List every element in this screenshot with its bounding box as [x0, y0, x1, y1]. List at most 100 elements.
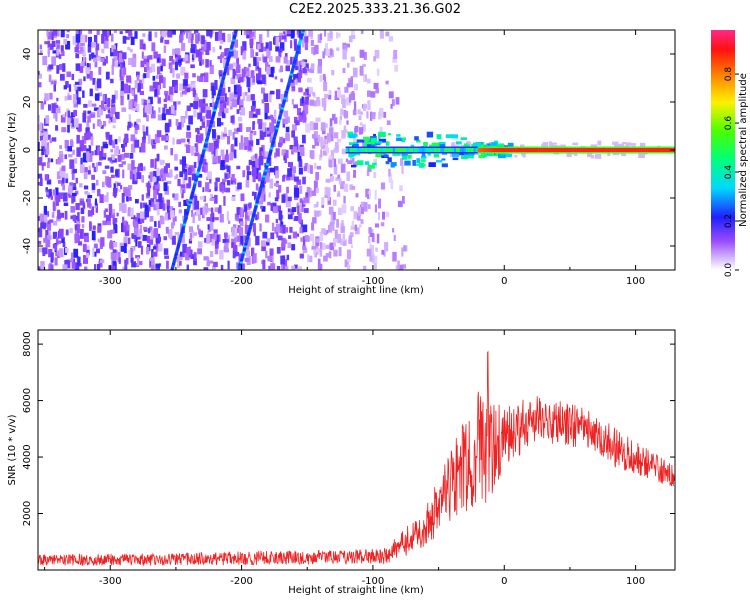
- spectrogram-streak-cell: [250, 218, 254, 222]
- spectrogram-cell: [384, 242, 389, 252]
- spectrogram-cell: [171, 59, 175, 65]
- spectrogram-cell: [76, 147, 81, 157]
- spectrogram-signal-cell: [668, 146, 671, 148]
- spectrogram-cell: [189, 232, 193, 241]
- spectrogram-cell: [375, 142, 377, 151]
- spectrogram-signal-cell: [578, 152, 581, 154]
- spectrogram-cell: [149, 226, 153, 233]
- spectrogram-cell: [401, 264, 406, 269]
- spectrogram-cell: [112, 140, 116, 149]
- spectrogram-signal-cell: [660, 152, 664, 154]
- spectrogram-cell: [115, 145, 119, 153]
- spectrogram-cell: [188, 115, 193, 125]
- spectrogram-cell: [50, 195, 53, 200]
- spectrogram-cell: [147, 99, 151, 104]
- spectrogram-signal-cell: [627, 146, 630, 148]
- spectrogram-cell: [282, 118, 286, 124]
- spectrogram-signal-cell: [497, 148, 500, 152]
- spectrogram-cell: [55, 251, 58, 257]
- spectrogram-cell: [380, 182, 386, 190]
- spectrogram-cell: [286, 196, 292, 202]
- spectrogram-cell: [65, 173, 69, 179]
- spectrogram-cell: [83, 167, 88, 173]
- spectrogram-signal-cell: [401, 155, 408, 160]
- spectrogram-signal-cell: [511, 148, 514, 152]
- spectrogram-cell: [38, 123, 43, 131]
- spectrogram-signal-cell: [619, 148, 622, 152]
- spectrogram-signal-cell: [385, 146, 388, 148]
- spectrogram-cell: [197, 135, 203, 144]
- spectrogram-streak-cell: [178, 238, 182, 242]
- spectrogram-streak-cell: [198, 162, 202, 166]
- spectrogram-cell: [274, 226, 278, 234]
- spectrogram-streak-cell: [248, 226, 252, 230]
- spectrogram-cell: [44, 215, 48, 223]
- spectrogram-cell: [70, 140, 74, 147]
- spectrogram-signal-cell: [363, 148, 366, 152]
- spectrogram-cell: [246, 175, 250, 181]
- spectrogram-signal-cell: [400, 146, 403, 148]
- spectrogram-cell: [397, 260, 400, 269]
- spectrogram-cell: [42, 247, 48, 255]
- spectrogram-cell: [199, 77, 204, 82]
- spectrogram-cell: [166, 180, 172, 184]
- spectrogram-cell: [62, 184, 65, 191]
- spectrogram-signal-cell: [367, 141, 375, 145]
- spectrogram-cell: [344, 129, 348, 133]
- spectrogram-cell: [91, 103, 97, 107]
- spectrogram-cell: [65, 261, 71, 269]
- spectrogram-signal-cell: [426, 152, 429, 154]
- spectrogram-cell: [283, 31, 286, 35]
- spectrogram-cell: [63, 39, 67, 45]
- spectrogram-cell: [373, 56, 376, 62]
- spectrogram-cell: [150, 159, 154, 168]
- spectrogram-cell: [177, 101, 181, 105]
- spectrogram-cell: [131, 160, 135, 170]
- spectrogram-cell: [195, 127, 199, 133]
- spectrogram-signal-cell: [554, 146, 557, 148]
- spectrogram-cell: [130, 123, 134, 127]
- spectrogram-cell: [86, 121, 90, 130]
- spectrogram-cell: [186, 84, 191, 91]
- spectrogram-cell: [209, 64, 214, 75]
- spectrogram-cell: [206, 30, 211, 37]
- spectrogram-cell: [341, 204, 347, 214]
- spectrogram-cell: [86, 127, 90, 136]
- spectrogram-cell: [42, 148, 47, 152]
- spectrogram-cell: [239, 142, 244, 150]
- spectrogram-ytick-label: 40: [22, 48, 33, 61]
- spectrogram-cell: [194, 200, 200, 210]
- spectrogram-signal-cell: [353, 152, 356, 154]
- spectrogram-signal-cell: [353, 146, 356, 148]
- spectrogram-cell: [128, 57, 133, 65]
- spectrogram-signal-cell: [499, 152, 502, 154]
- spectrogram-streak-cell: [250, 220, 254, 224]
- spectrogram-cell: [358, 224, 362, 228]
- spectrogram-cell: [72, 214, 77, 222]
- spectrogram-streak-cell: [181, 226, 185, 230]
- colorbar-gradient: [711, 30, 735, 270]
- spectrogram-signal-cell: [629, 152, 632, 154]
- spectrogram-signal-cell: [357, 148, 360, 152]
- spectrogram-cell: [97, 238, 100, 243]
- spectrogram-cell: [205, 41, 211, 51]
- spectrogram-cell: [326, 133, 331, 143]
- spectrogram-cell: [335, 177, 340, 181]
- spectrogram-cell: [79, 164, 85, 174]
- spectrogram-cell: [121, 222, 126, 233]
- spectrogram-cell: [362, 140, 366, 149]
- spectrogram-cell: [293, 74, 299, 80]
- spectrogram-cell: [304, 235, 309, 240]
- spectrogram-signal-cell: [586, 148, 589, 152]
- spectrogram-signal-cell: [438, 152, 441, 154]
- spectrogram-cell: [346, 97, 351, 106]
- spectrogram-streak-cell: [216, 96, 220, 100]
- spectrogram-cell: [109, 229, 115, 234]
- spectrogram-cell: [102, 170, 107, 174]
- spectrogram-streak-cell: [259, 186, 263, 190]
- spectrogram-cell: [197, 112, 203, 120]
- spectrogram-cell: [139, 90, 144, 95]
- spectrogram-signal-cell: [509, 146, 512, 148]
- snr-ytick-label: 6000: [22, 388, 33, 413]
- spectrogram-cell: [336, 219, 339, 228]
